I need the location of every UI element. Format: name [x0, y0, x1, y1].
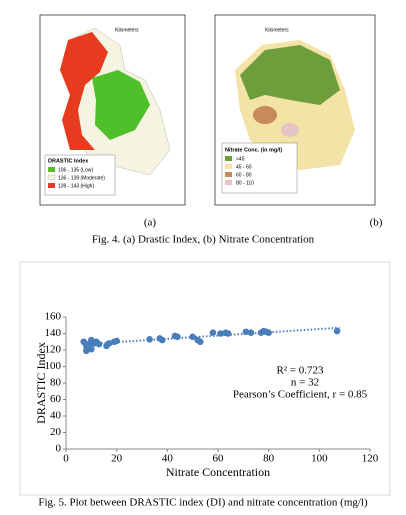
legend-entry: 139 - 143 (High) [58, 183, 94, 189]
data-point [242, 328, 250, 336]
map-b: Nitrate Conc. (in mg/l) <45 45 - 60 60 -… [214, 14, 376, 206]
y-tick-label: 60 [50, 393, 62, 405]
data-point [113, 337, 120, 345]
data-point [209, 329, 217, 336]
chart: 0 20 40 60 80 100 120 140 160 0 20 40 60 80 100 120 Nitr… [34, 311, 379, 479]
legend-title: DRASTIC Index [48, 158, 89, 164]
y-tick-label: 20 [50, 426, 62, 438]
data-point [174, 333, 181, 341]
legend-title: Nitrate Conc. (in mg/l) [225, 147, 282, 153]
trendline [83, 326, 340, 346]
y-tick-label: 140 [45, 327, 62, 339]
data-point [265, 329, 272, 336]
data-point [196, 338, 204, 346]
y-tick-label: 120 [45, 344, 62, 356]
map-a: DRASTIC Index 106 - 135 (Low) 136 - 139 … [39, 14, 186, 206]
x-tick-label: 80 [263, 453, 275, 465]
legend-swatch [47, 174, 56, 181]
legend-entry: 45 - 60 [236, 164, 252, 170]
legend-entry: 80 - 110 [236, 180, 254, 186]
x-tick-label: 20 [111, 453, 123, 465]
y-tick-label: 80 [50, 377, 62, 389]
y-tick-label: 40 [50, 410, 62, 422]
data-point [158, 336, 166, 344]
figure-caption: Fig. 4. (a) Drastic Index, (b) Nitrate C… [92, 234, 315, 246]
region-60-80 [253, 106, 277, 124]
figure-caption: Fig. 5. Plot between DRASTIC index (DI) … [38, 497, 368, 509]
y-tick-label: 0 [56, 443, 62, 455]
legend-swatch [225, 164, 232, 169]
x-axis-title: Nitrate Concentration [166, 465, 270, 479]
y-tick-label: 100 [45, 360, 62, 372]
data-point [82, 347, 90, 355]
legend-swatch [48, 167, 55, 172]
scale-unit: Kilometers [265, 27, 289, 33]
data-point [224, 330, 232, 337]
data-point [95, 340, 103, 348]
region-low [92, 70, 150, 140]
subfigure-label: (a) [144, 217, 157, 229]
scale-unit: Kilometers [115, 27, 139, 33]
annotation: n = 32 [291, 377, 319, 389]
legend-swatch [225, 172, 232, 177]
subfigure-label: (b) [370, 217, 383, 229]
data-point [189, 333, 196, 341]
legend-box [44, 154, 116, 196]
legend-swatch [225, 180, 232, 185]
legend-entry: <45 [236, 156, 245, 162]
legend-box [221, 142, 298, 194]
x-tick-label: 40 [162, 453, 174, 465]
x-tick-label: 60 [213, 453, 225, 465]
legend-entry: 136 - 139 (Moderate) [58, 175, 105, 181]
x-tick-label: 120 [362, 453, 379, 465]
region-lt-45 [240, 45, 340, 105]
data-point [146, 335, 153, 343]
y-tick-label: 160 [45, 311, 62, 323]
data-point [88, 345, 95, 353]
data-point [333, 327, 341, 335]
annotation: R² = 0.723 [276, 365, 324, 377]
region-80-110 [281, 123, 299, 137]
annotation: Pearson’s Coefficient, r = 0.85 [233, 389, 368, 401]
legend-entry: 60 - 80 [236, 172, 252, 178]
chart-frame [19, 261, 391, 496]
x-tick-label: 0 [63, 453, 69, 465]
data-point [105, 340, 113, 347]
data-point [217, 330, 224, 337]
x-tick-label: 100 [311, 453, 328, 465]
y-axis-title: DRASTIC Index [34, 342, 48, 424]
region-high [60, 32, 108, 150]
legend-swatch [48, 183, 55, 188]
legend-entry: 106 - 135 (Low) [58, 167, 93, 173]
data-point [247, 329, 255, 336]
legend-swatch [225, 156, 232, 161]
